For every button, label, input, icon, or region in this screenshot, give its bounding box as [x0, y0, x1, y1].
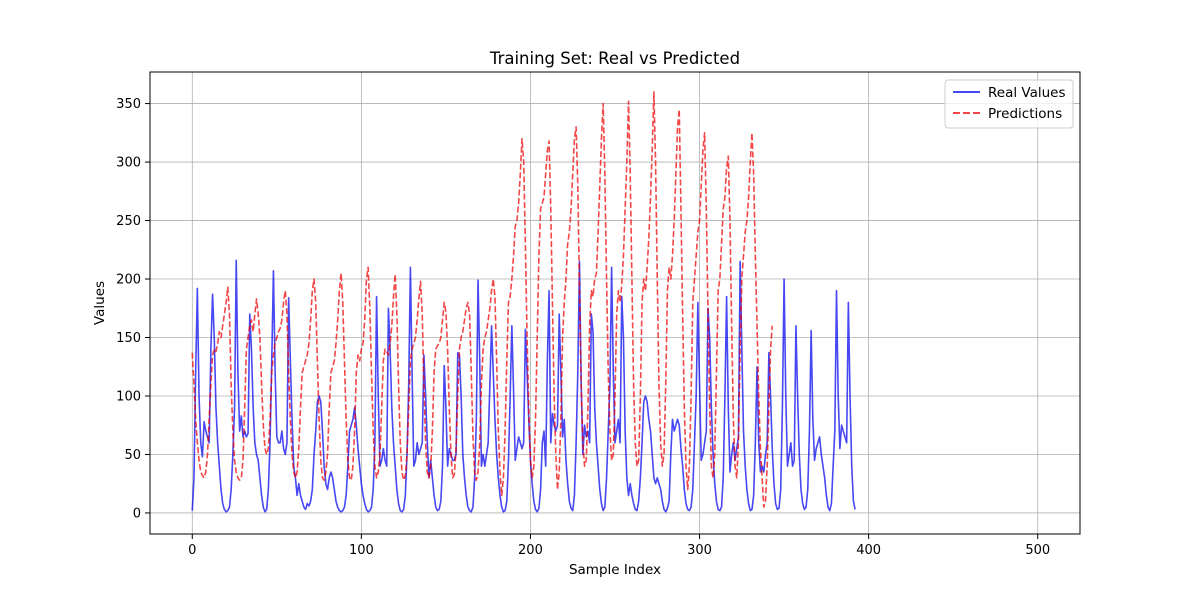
- y-tick-label: 300: [116, 156, 141, 171]
- legend: Real Values Predictions: [944, 79, 1074, 129]
- grid-lines: [150, 72, 1080, 534]
- y-tick-label: 200: [116, 273, 141, 288]
- y-tick-label: 0: [133, 506, 141, 521]
- x-tick-label: 0: [188, 543, 196, 558]
- chart-title: Training Set: Real vs Predicted: [489, 49, 740, 68]
- x-axis-title: Sample Index: [569, 562, 661, 578]
- x-tick-label: 500: [1025, 543, 1050, 558]
- x-tick-label: 300: [687, 543, 712, 558]
- y-tick-label: 50: [124, 448, 141, 463]
- x-tick-label: 200: [518, 543, 543, 558]
- x-tick-label: 400: [856, 543, 881, 558]
- y-tick-label: 350: [116, 97, 141, 112]
- y-axis-title: Values: [92, 281, 108, 325]
- y-tick-label: 250: [116, 214, 141, 229]
- plot-frame: [149, 71, 1081, 535]
- legend-label-real-values: Real Values: [988, 85, 1066, 101]
- y-axis-ticks: 0 50 100 150 200 250 300 350: [116, 97, 150, 521]
- y-tick-label: 150: [116, 331, 141, 346]
- series-line-real-values: [191, 259, 856, 513]
- series-layer: [191, 91, 856, 513]
- x-axis-ticks: 0 100 200 300 400 500: [188, 534, 1050, 558]
- series-line-predictions: [191, 91, 774, 508]
- x-tick-label: 100: [349, 543, 374, 558]
- legend-label-predictions: Predictions: [988, 106, 1062, 122]
- y-tick-label: 100: [116, 389, 141, 404]
